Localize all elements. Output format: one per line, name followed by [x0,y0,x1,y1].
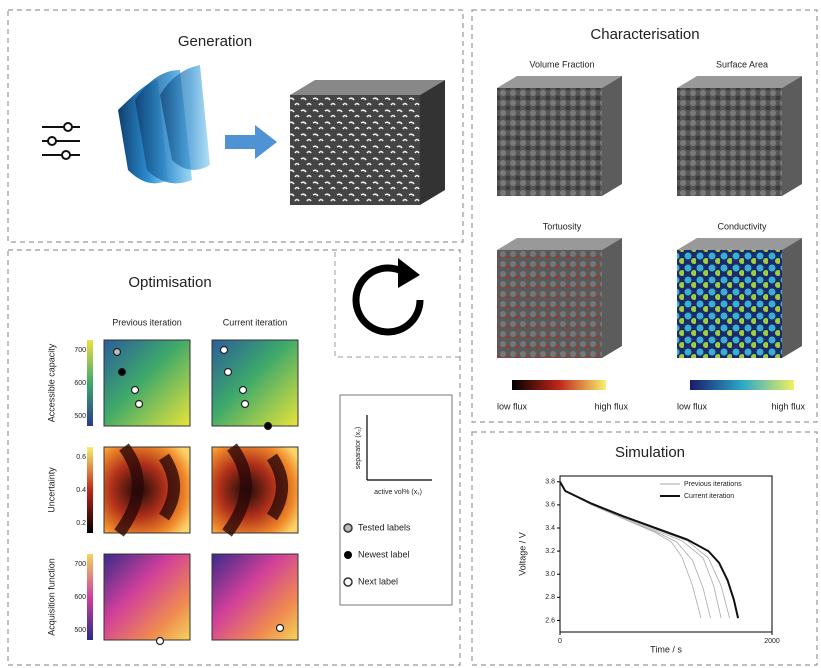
cube-side [782,238,802,358]
colorbar [87,447,93,533]
legend-label: Next label [358,576,398,586]
sample-point [240,387,247,394]
panel-title: Generation [178,33,252,50]
panel-label: Conductivity [717,221,767,231]
voltage-curve [560,482,701,618]
legend-label: Newest label [358,549,410,559]
cube-side [602,238,622,358]
colorbar [690,380,794,390]
y-tick-label: 3.6 [545,502,555,509]
sample-point [136,401,143,408]
cube-side [602,76,622,196]
legend-label: Previous iterations [684,481,742,488]
y-tick-label: 2.8 [545,594,555,601]
row-label: Acquisition function [46,558,56,636]
colorbar-tick: 0.4 [76,487,86,494]
row-label: Uncertainty [46,467,56,513]
heatmap [104,554,190,640]
cube-top [677,76,802,88]
y-tick-label: 3.2 [545,548,555,555]
panel-title: Simulation [615,444,685,461]
y-tick-label: 2.6 [545,617,555,624]
sample-point [132,387,139,394]
x-tick-label: 2000 [764,638,780,645]
scale-label: high flux [594,401,628,411]
y-tick-label: 3.4 [545,525,555,532]
heatmap [212,554,298,640]
legend-label: Current iteration [684,493,734,500]
sample-point [265,423,272,430]
cube-front [497,250,602,358]
colorbar-tick: 700 [74,561,86,568]
colorbar-tick: 600 [74,594,86,601]
colorbar-tick: 600 [74,380,86,387]
legend-box [340,395,452,605]
loop-arrow [356,258,420,332]
sample-point [242,401,249,408]
cube-top [497,238,622,250]
row-label: Accessible capacity [46,343,56,422]
cube-front [497,88,602,196]
cube-front [677,250,782,358]
y-tick-label: 3.8 [545,479,555,486]
legend-marker [344,524,352,532]
scale-label: low flux [497,401,528,411]
panel-title: Optimisation [128,274,211,291]
legend-marker [344,551,352,559]
cube-top [677,238,802,250]
figure: Generation Characterisation Volume Fract… [0,0,821,668]
scale-label: low flux [677,401,708,411]
colorbar-tick: 0.6 [76,454,86,461]
legend-label: Tested labels [358,522,411,532]
sample-point [221,347,228,354]
voltage-curve [560,482,738,618]
generator-icon [118,65,210,183]
cube-side [782,76,802,196]
axis-label: Time / s [650,644,682,654]
sample-point [225,369,232,376]
voltage-curve [560,482,730,618]
legend-marker [344,578,352,586]
panel-label: Surface Area [716,59,768,69]
x-tick-label: 0 [558,638,562,645]
panel-label: Tortuosity [543,221,582,231]
colorbar-tick: 500 [74,627,86,634]
voltage-curve [560,482,711,618]
sample-point [277,625,284,632]
cube-top [497,76,622,88]
axis-label: separator (x₂) [355,427,362,469]
voltage-curve [560,482,721,618]
sample-point [157,638,164,645]
colorbar [87,554,93,640]
panel-title: Characterisation [590,26,699,43]
column-label: Previous iteration [112,317,182,327]
column-label: Current iteration [223,317,288,327]
sliders-icon [42,123,80,159]
plot-frame [560,476,772,632]
scale-label: high flux [771,401,805,411]
colorbar [512,380,606,390]
cube-front [677,88,782,196]
axis-label: Voltage / V [517,532,527,576]
axis-label: active vol% (x₁) [374,489,422,496]
arrow [225,125,277,159]
y-tick-label: 3.0 [545,571,555,578]
sample-point [114,349,121,356]
panel-frame [472,10,817,422]
sample-point [119,369,126,376]
colorbar-tick: 500 [74,413,86,420]
colorbar [87,340,93,426]
generated-cube [290,80,445,205]
colorbar-tick: 0.2 [76,520,86,527]
colorbar-tick: 700 [74,347,86,354]
panel-label: Volume Fraction [529,59,594,69]
